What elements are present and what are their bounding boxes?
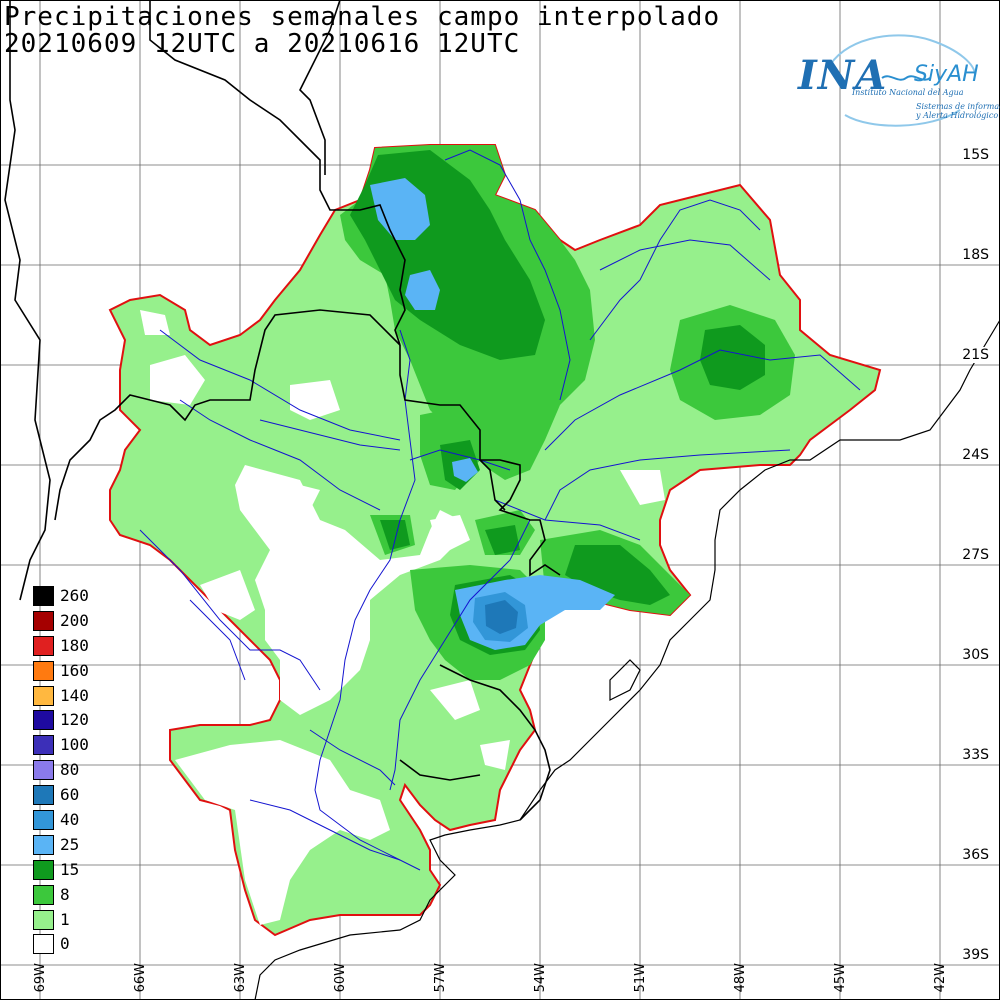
legend-label: 140	[60, 685, 89, 705]
longitude-label: 63W	[233, 962, 248, 992]
legend-swatch	[33, 859, 54, 880]
legend-swatch	[33, 909, 54, 930]
legend-label: 160	[60, 660, 89, 680]
latitude-label: 30S	[961, 647, 990, 663]
legend-swatch	[33, 610, 54, 631]
map-title: Precipitaciones semanales campo interpol…	[4, 2, 721, 32]
latitude-label: 39S	[961, 947, 990, 963]
legend-swatch	[33, 660, 54, 681]
legend-swatch	[33, 635, 54, 656]
longitude-label: 66W	[133, 962, 148, 992]
longitude-label: 51W	[633, 962, 648, 992]
legend-swatch	[33, 834, 54, 855]
legend-swatch	[33, 934, 54, 955]
date-range: 20210609 12UTC a 20210616 12UTC	[4, 29, 521, 59]
legend-label: 40	[60, 810, 80, 830]
coastline	[254, 319, 1000, 1000]
logo-siyah-text: SiyAH	[914, 62, 979, 87]
legend-label: 200	[60, 610, 89, 630]
legend-swatch	[33, 884, 54, 905]
precip-zero-patches	[140, 310, 665, 925]
latitude-label: 18S	[961, 247, 990, 263]
legend-label: 60	[60, 785, 80, 805]
legend-label: 80	[60, 760, 80, 780]
legend-label: 120	[60, 710, 89, 730]
precip-60-area	[485, 600, 518, 634]
longitude-label: 60W	[333, 962, 348, 992]
latitude-label: 27S	[961, 547, 990, 563]
legend-swatch	[33, 760, 54, 781]
legend-label: 15	[60, 859, 80, 879]
legend-label: 25	[60, 834, 80, 854]
legend-swatch	[33, 710, 54, 731]
longitude-label: 48W	[733, 962, 748, 992]
legend-label: 8	[60, 884, 70, 904]
logo-subtitle: Instituto Nacional del Agua	[852, 88, 964, 97]
legend-label: 100	[60, 735, 89, 755]
longitude-label: 45W	[833, 962, 848, 992]
legend-label: 260	[60, 586, 89, 605]
legend-swatch	[33, 810, 54, 831]
logo-wave-icon	[829, 34, 976, 127]
legend-swatch	[33, 735, 54, 756]
country-borders	[4, 0, 561, 821]
latitude-label: 36S	[961, 847, 990, 863]
logo-subtitle: Sistemas de información	[916, 102, 1000, 111]
legend-label: 1	[60, 909, 70, 929]
longitude-label: 69W	[33, 962, 48, 992]
longitude-label: 54W	[533, 962, 548, 992]
logo-ina-text: INA	[798, 52, 888, 99]
legend-swatch	[33, 685, 54, 706]
latitude-label: 15S	[961, 147, 990, 163]
legend-label: 0	[60, 934, 70, 954]
logo-subtitle: y Alerta Hidrológico	[916, 111, 999, 120]
legend-swatch	[33, 586, 54, 606]
legend-label: 180	[60, 635, 89, 655]
ina-siyah-logo: INA SiyAH Instituto Nacional del Agua Si…	[790, 30, 1000, 130]
rivers	[139, 149, 861, 871]
legend-swatch	[33, 785, 54, 806]
latitude-label: 24S	[961, 447, 990, 463]
latitude-label: 33S	[961, 747, 990, 763]
latitude-label: 21S	[961, 347, 990, 363]
longitude-label: 57W	[433, 962, 448, 992]
longitude-label: 42W	[933, 962, 948, 992]
